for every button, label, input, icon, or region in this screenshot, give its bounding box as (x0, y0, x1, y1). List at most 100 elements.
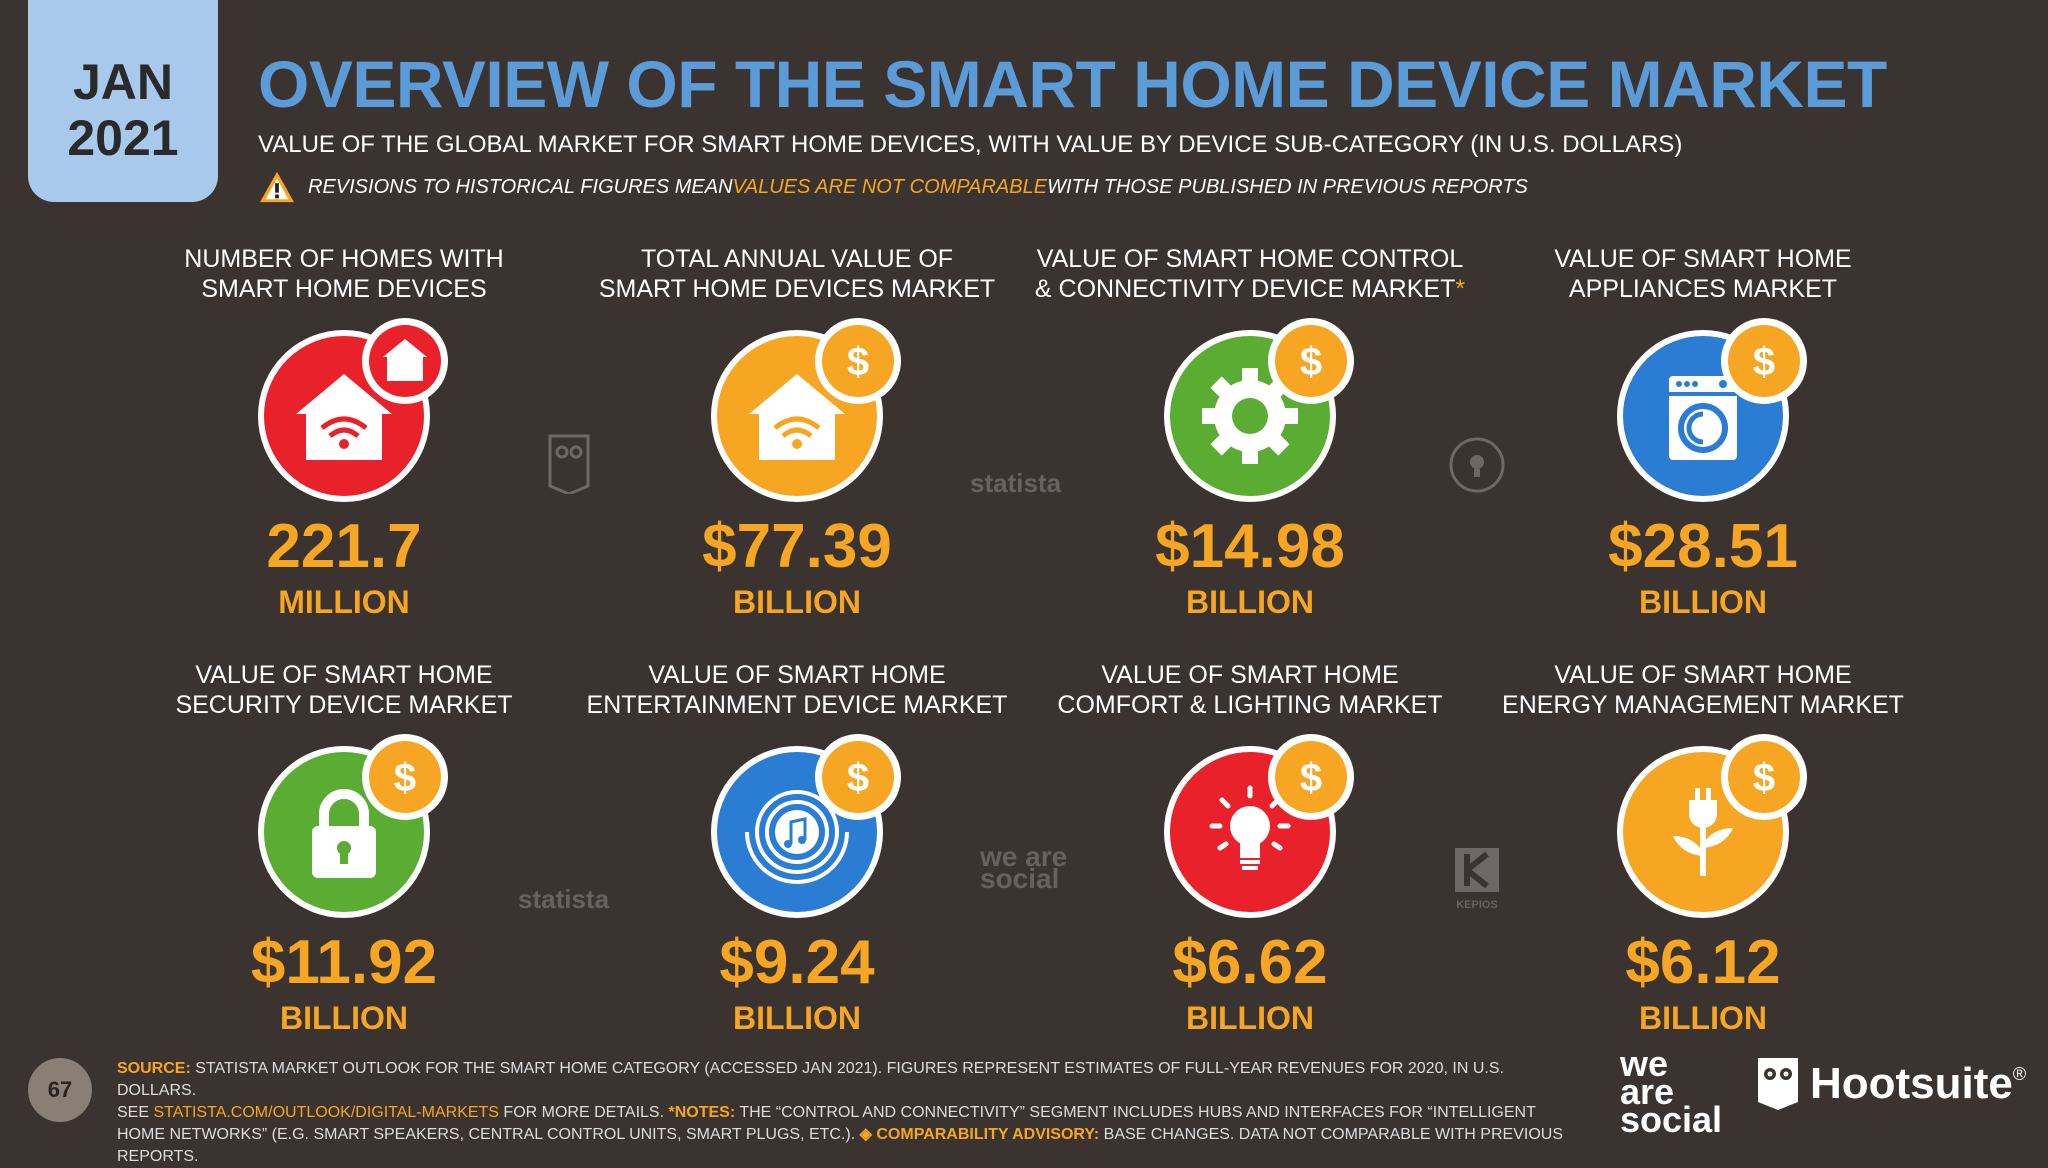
notes-key: *NOTES: (668, 1104, 736, 1121)
tile-icon-group: $ (1593, 318, 1813, 502)
svg-text:$: $ (1753, 756, 1775, 800)
tile-value: $11.92 (250, 928, 438, 997)
dollar-icon-badge: $ (1268, 734, 1354, 820)
tile-label-line2: & CONNECTIVITY DEVICE MARKET (1034, 275, 1456, 303)
tile-icon-group: $ (1140, 734, 1360, 918)
date-year: 2021 (67, 110, 179, 166)
tile-label: VALUE OF SMART HOME COMFORT & LIGHTING MA… (1030, 660, 1470, 720)
tile-label-line2: SECURITY DEVICE MARKET (175, 691, 513, 719)
tile-label-line1: VALUE OF SMART HOME (1554, 245, 1852, 273)
tile-label-line1: NUMBER OF HOMES WITH (184, 245, 504, 273)
tile-unit: BILLION (733, 584, 861, 620)
stat-tile-entertainment: VALUE OF SMART HOME ENTERTAINMENT DEVICE … (577, 660, 1017, 1038)
tile-icon-group: $ (1593, 734, 1813, 918)
tile-unit: BILLION (1186, 1000, 1314, 1036)
svg-text:$: $ (1300, 340, 1322, 384)
tile-unit: MILLION (278, 584, 410, 620)
house-icon-badge (362, 318, 448, 404)
stat-tile-energy-management: VALUE OF SMART HOME ENERGY MANAGEMENT MAR… (1483, 660, 1923, 1038)
stat-tile-appliances: VALUE OF SMART HOME APPLIANCES MARKET $ $… (1483, 244, 1923, 622)
tile-label-line2: ENTERTAINMENT DEVICE MARKET (586, 691, 1008, 719)
tile-label: VALUE OF SMART HOME CONTROL & CONNECTIVIT… (1030, 244, 1470, 304)
more-details-text: FOR MORE DETAILS. (498, 1104, 669, 1121)
logo-line-social: social (1620, 1099, 1723, 1140)
statista-watermark-2: statista (518, 884, 610, 914)
source-link[interactable]: STATISTA.COM/OUTLOOK/DIGITAL-MARKETS (153, 1104, 499, 1121)
footnote-asterisk: * (1455, 275, 1466, 303)
tile-label-line2: COMFORT & LIGHTING MARKET (1057, 691, 1443, 719)
tile-label: TOTAL ANNUAL VALUE OF SMART HOME DEVICES … (577, 244, 1017, 304)
date-badge: JAN 2021 (28, 0, 218, 202)
dollar-icon-badge: $ (1721, 734, 1807, 820)
tile-label-line2: APPLIANCES MARKET (1568, 275, 1838, 303)
svg-text:$: $ (847, 340, 869, 384)
tile-label: VALUE OF SMART HOME ENERGY MANAGEMENT MAR… (1483, 660, 1923, 720)
hootsuite-owl-icon (1758, 1058, 1798, 1110)
tile-label-line1: VALUE OF SMART HOME (648, 661, 946, 689)
stat-tile-total-value: TOTAL ANNUAL VALUE OF SMART HOME DEVICES … (577, 244, 1017, 622)
advisory-key: ◈ COMPARABILITY ADVISORY: (859, 1126, 1100, 1143)
tile-label-line1: VALUE OF SMART HOME (1554, 661, 1852, 689)
we-are-social-logo: we are social (1620, 1043, 1723, 1140)
warning-icon (260, 171, 294, 203)
source-key: SOURCE: (117, 1060, 191, 1077)
tile-value: $6.62 (1172, 928, 1328, 997)
stat-tile-security: VALUE OF SMART HOME SECURITY DEVICE MARKE… (124, 660, 564, 1038)
tile-label-line1: VALUE OF SMART HOME CONTROL (1036, 245, 1464, 273)
lightbulb-icon (1164, 746, 1336, 918)
tile-unit: BILLION (1186, 584, 1314, 620)
see-text: SEE (117, 1104, 154, 1121)
svg-text:$: $ (1300, 756, 1322, 800)
hootsuite-wordmark: Hootsuite (1810, 1059, 2013, 1108)
tile-unit: BILLION (733, 1000, 861, 1036)
registered-mark: ® (2012, 1064, 2027, 1084)
hootsuite-logo: Hootsuite ® (1756, 1056, 2026, 1112)
kepios-logo-icon (1455, 848, 1499, 892)
dollar-icon-badge: $ (815, 318, 901, 404)
we-are-social-watermark: we are social (980, 841, 1068, 894)
logo-line-we: we (1620, 1043, 1669, 1084)
comparability-warning: REVISIONS TO HISTORICAL FIGURES MEAN VAL… (258, 170, 1528, 204)
tile-label: VALUE OF SMART HOME SECURITY DEVICE MARKE… (124, 660, 564, 720)
warning-text-2: WITH THOSE PUBLISHED IN PREVIOUS REPORTS (1047, 175, 1528, 198)
tile-label: NUMBER OF HOMES WITH SMART HOME DEVICES (124, 244, 564, 304)
tile-icon-group: $ (234, 734, 454, 918)
gear-icon (1164, 330, 1336, 502)
tile-label-line1: TOTAL ANNUAL VALUE OF (640, 245, 954, 273)
tile-label-line2: ENERGY MANAGEMENT MARKET (1502, 691, 1904, 719)
svg-text:$: $ (394, 756, 416, 800)
date-month: JAN (72, 54, 174, 110)
source-text: STATISTA MARKET OUTLOOK FOR THE SMART HO… (117, 1060, 1504, 1099)
tile-value: $28.51 (1608, 512, 1798, 581)
kepios-label: KEPIOS (1456, 899, 1498, 911)
tile-icon-group (234, 318, 454, 502)
svg-text:$: $ (1753, 340, 1775, 384)
tile-label-line1: VALUE OF SMART HOME (1101, 661, 1399, 689)
tile-label-line2: SMART HOME DEVICES (201, 275, 487, 303)
tile-value: $77.39 (702, 512, 892, 581)
tile-label-line2: SMART HOME DEVICES MARKET (598, 275, 996, 303)
lightbulb-watermark-icon (1449, 437, 1505, 493)
hootsuite-owl-watermark-icon (548, 434, 590, 494)
tile-icon-group: $ (687, 734, 907, 918)
stat-tile-comfort-lighting: VALUE OF SMART HOME COMFORT & LIGHTING MA… (1030, 660, 1470, 1038)
kepios-watermark: KEPIOS (1452, 846, 1502, 911)
tile-value: 221.7 (266, 512, 422, 581)
tile-unit: BILLION (1639, 584, 1767, 620)
notes-text: THE “CONTROL AND CONNECTIVITY” SEGMENT I… (117, 1104, 1536, 1143)
tile-unit: BILLION (280, 1000, 408, 1036)
stat-tile-homes: NUMBER OF HOMES WITH SMART HOME DEVICES 2… (124, 244, 564, 622)
tile-value: $6.12 (1625, 928, 1781, 997)
dollar-icon-badge: $ (815, 734, 901, 820)
tile-value: $14.98 (1155, 512, 1345, 581)
svg-text:$: $ (847, 756, 869, 800)
tile-label: VALUE OF SMART HOME ENTERTAINMENT DEVICE … (577, 660, 1017, 720)
dollar-icon-badge: $ (1721, 318, 1807, 404)
page-subtitle: VALUE OF THE GLOBAL MARKET FOR SMART HOM… (258, 131, 1683, 158)
logo-line-are: are (1620, 1071, 1675, 1112)
dollar-icon-badge: $ (1268, 318, 1354, 404)
statista-watermark: statista (970, 468, 1062, 498)
tile-label: VALUE OF SMART HOME APPLIANCES MARKET (1483, 244, 1923, 304)
tile-icon-group: $ (1140, 318, 1360, 502)
page-title: OVERVIEW OF THE SMART HOME DEVICE MARKET (258, 47, 1887, 121)
